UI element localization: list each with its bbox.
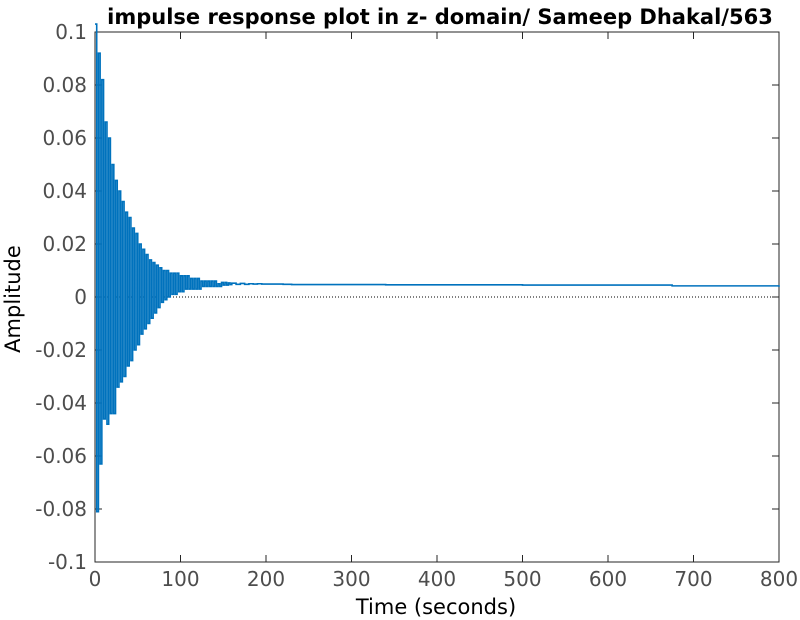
x-tick-label: 400 [418, 567, 456, 591]
impulse-response-series [95, 23, 780, 513]
y-tick-label: 0.1 [55, 20, 87, 44]
y-tick-label: 0.06 [42, 126, 87, 150]
y-tick-label: 0.04 [42, 179, 87, 203]
y-tick-label: -0.02 [35, 338, 87, 362]
y-tick-label: 0 [74, 285, 87, 309]
y-tick-label: -0.08 [35, 497, 87, 521]
x-tick-label: 500 [503, 567, 541, 591]
x-tick-label: 300 [332, 567, 370, 591]
plot-area: 0 100 200 300 400 500 600 700 800 0.1 0.08 0.06 0.04… [35, 20, 798, 591]
y-tick-label: 0.08 [42, 73, 87, 97]
y-axis-label: Amplitude [1, 245, 25, 353]
y-tick-label: -0.04 [35, 391, 87, 415]
y-tick-label: 0.02 [42, 232, 87, 256]
x-tick-label: 800 [760, 567, 798, 591]
y-tick-label: -0.06 [35, 444, 87, 468]
x-tick-label: 100 [161, 567, 199, 591]
x-tick-label: 700 [674, 567, 712, 591]
y-tick-label: -0.1 [48, 550, 87, 574]
x-tick-label: 200 [247, 567, 285, 591]
x-axis-label: Time (seconds) [355, 595, 516, 619]
x-tick-label: 600 [589, 567, 627, 591]
chart-title: impulse response plot in z- domain/ Same… [107, 5, 773, 29]
x-tick-label: 0 [89, 567, 102, 591]
